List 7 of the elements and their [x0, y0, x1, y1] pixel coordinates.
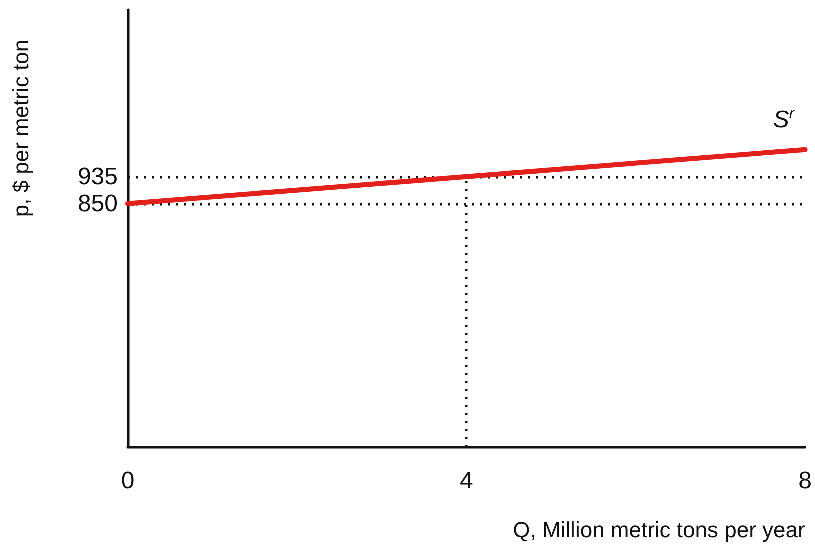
x-tick-label: 0 — [121, 468, 135, 494]
y-tick-label: 850 — [78, 190, 118, 218]
y-tick-label: 935 — [78, 163, 118, 190]
x-tick-label: 4 — [460, 468, 474, 494]
y-axis-title: p, $ per metric ton — [8, 40, 34, 218]
x-tick-label: 8 — [798, 468, 812, 494]
x-axis-title: Q, Million metric tons per year — [513, 518, 806, 542]
